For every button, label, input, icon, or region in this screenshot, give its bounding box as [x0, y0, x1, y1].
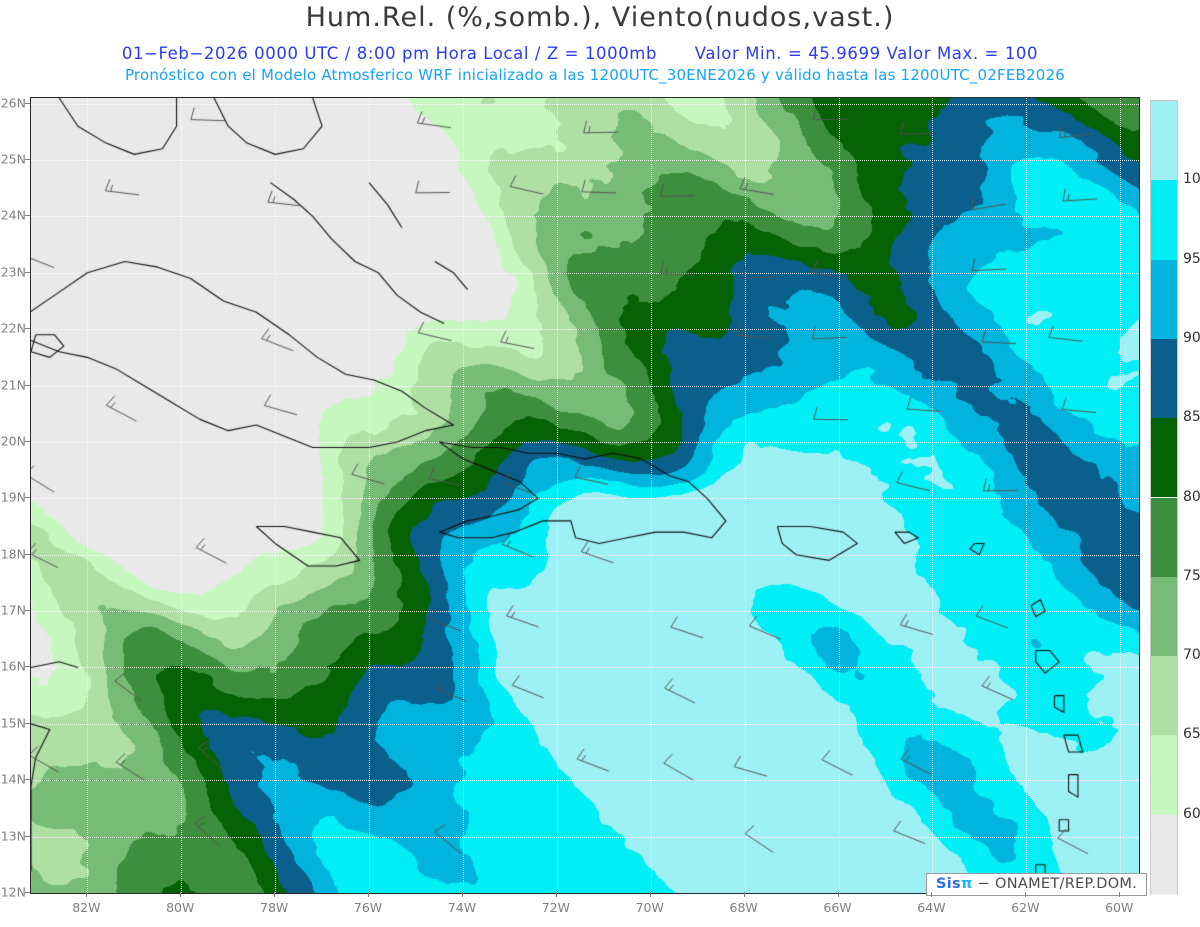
colorbar-band — [1151, 497, 1177, 578]
latitude-label: 16N — [0, 658, 26, 674]
latitude-tick — [25, 835, 30, 837]
subtitle-run-datetime: 01−Feb−2026 0000 UTC / 8:00 pm Hora Loca… — [121, 44, 658, 63]
colorbar-band — [1151, 101, 1177, 182]
latitude-label: 18N — [0, 546, 26, 562]
colorbar-band — [1151, 418, 1177, 499]
latitude-label: 15N — [0, 715, 26, 731]
colorbar-tick-label: 95 — [1183, 250, 1200, 267]
credit-suffix: − ONAMET/REP.DOM. — [977, 876, 1138, 892]
colorbar-band — [1151, 735, 1177, 816]
latitude-tick — [25, 610, 30, 612]
longitude-tick — [743, 892, 745, 897]
colorbar-tick-label: 70 — [1183, 647, 1200, 664]
latitude-label: 21N — [0, 377, 26, 393]
coastline-overlay — [31, 98, 1139, 893]
latitude-label: 13N — [0, 828, 26, 844]
latitude-tick — [25, 722, 30, 724]
latitude-tick — [25, 892, 30, 893]
latitude-label: 22N — [0, 320, 26, 336]
subtitle-model-info: Pronóstico con el Modelo Atmosferico WRF… — [124, 66, 1066, 84]
latitude-tick — [25, 271, 30, 273]
colorbar-tick-label: 100 — [1183, 171, 1200, 188]
latitude-label: 12N — [0, 884, 26, 900]
colorbar-tick-label: 65 — [1183, 726, 1200, 743]
longitude-label: 60W — [1105, 900, 1134, 915]
colorbar-band — [1151, 576, 1177, 658]
longitude-tick — [555, 892, 557, 897]
latitude-tick — [25, 440, 30, 442]
latitude-label: 23N — [0, 264, 26, 280]
latitude-tick — [25, 497, 30, 499]
longitude-tick — [461, 892, 463, 897]
longitude-label: 76W — [353, 900, 383, 915]
longitude-tick — [1119, 892, 1121, 897]
latitude-label: 25N — [0, 151, 26, 167]
latitude-tick — [25, 553, 30, 555]
latitude-label: 24N — [0, 207, 26, 223]
colorbar-band — [1151, 338, 1177, 420]
longitude-label: 68W — [729, 900, 758, 915]
latitude-label: 17N — [0, 602, 26, 618]
longitude-label: 82W — [72, 900, 101, 915]
colorbar[interactable] — [1150, 100, 1178, 895]
colorbar-tick-label: 60 — [1183, 805, 1200, 822]
latitude-tick — [25, 384, 30, 386]
longitude-tick — [649, 892, 651, 897]
longitude-label: 62W — [1011, 900, 1040, 915]
latitude-label: 19N — [0, 489, 26, 505]
page-title: Hum.Rel. (%,somb.), Viento(nudos,vast.) — [305, 2, 895, 33]
latitude-tick — [25, 666, 30, 668]
longitude-label: 64W — [917, 900, 946, 915]
longitude-tick — [274, 892, 276, 897]
credit-pi-symbol: π — [960, 876, 973, 892]
colorbar-band — [1151, 259, 1177, 340]
longitude-tick — [837, 892, 839, 897]
colorbar-tick-label: 75 — [1183, 567, 1200, 584]
longitude-tick — [180, 892, 182, 897]
longitude-label: 74W — [447, 900, 477, 915]
longitude-label: 78W — [259, 900, 289, 915]
latitude-tick — [25, 215, 30, 217]
longitude-tick — [86, 892, 88, 897]
latitude-tick — [25, 328, 30, 330]
colorbar-tick-label: 90 — [1183, 329, 1200, 346]
credit-prefix: Sis — [936, 876, 961, 892]
longitude-label: 66W — [823, 900, 852, 915]
longitude-label: 70W — [635, 900, 664, 915]
colorbar-band — [1151, 814, 1177, 895]
credit-badge: Sisπ − ONAMET/REP.DOM. — [926, 873, 1148, 896]
colorbar-tick-label: 80 — [1183, 488, 1200, 505]
longitude-tick — [368, 892, 370, 897]
latitude-label: 14N — [0, 771, 26, 787]
latitude-tick — [25, 159, 30, 161]
subtitle-run-info: 01−Feb−2026 0000 UTC / 8:00 pm Hora Loca… — [0, 44, 1160, 63]
colorbar-tick-label: 85 — [1183, 409, 1200, 426]
map-plot-area[interactable] — [30, 97, 1140, 894]
colorbar-band — [1151, 180, 1177, 261]
latitude-label: 26N — [0, 95, 26, 111]
longitude-label: 72W — [541, 900, 570, 915]
latitude-tick — [25, 102, 30, 104]
latitude-label: 20N — [0, 433, 26, 449]
longitude-label: 80W — [166, 900, 195, 915]
latitude-tick — [25, 779, 30, 781]
longitude-tick — [931, 892, 933, 897]
longitude-tick — [1025, 892, 1027, 897]
subtitle-minmax: Valor Min. = 45.9699 Valor Max. = 100 — [694, 44, 1039, 63]
colorbar-band — [1151, 656, 1177, 737]
